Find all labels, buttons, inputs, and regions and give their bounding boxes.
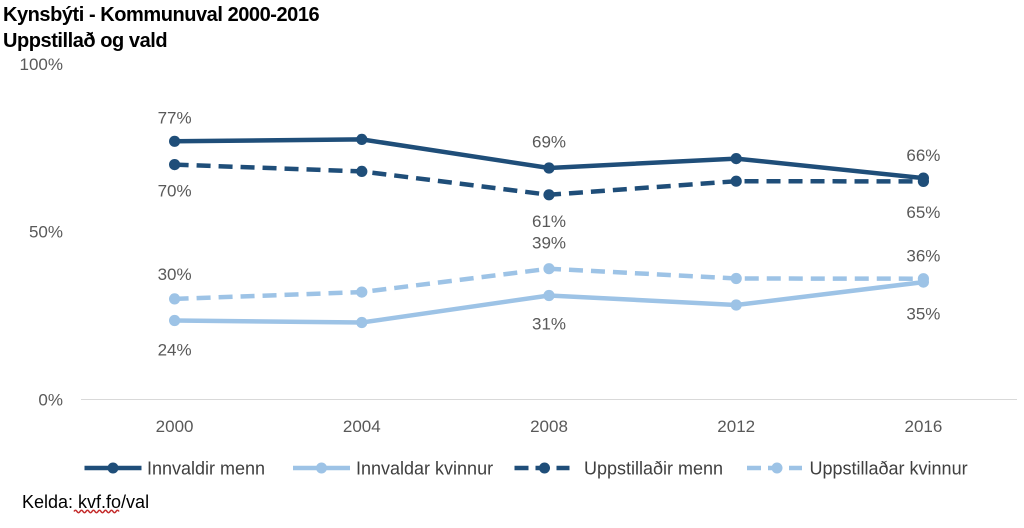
- svg-text:69%: 69%: [532, 133, 566, 152]
- svg-text:61%: 61%: [532, 212, 566, 231]
- svg-text:2016: 2016: [904, 417, 942, 436]
- svg-text:2004: 2004: [343, 417, 381, 436]
- svg-text:77%: 77%: [158, 109, 192, 128]
- svg-text:24%: 24%: [158, 341, 192, 360]
- svg-text:2000: 2000: [156, 417, 194, 436]
- svg-text:36%: 36%: [906, 247, 940, 266]
- svg-text:39%: 39%: [532, 234, 566, 253]
- svg-text:Innvaldir menn: Innvaldir menn: [147, 459, 265, 479]
- svg-text:65%: 65%: [906, 203, 940, 222]
- svg-text:2008: 2008: [530, 417, 568, 436]
- svg-text:Kelda: kvf.fo/val: Kelda: kvf.fo/val: [22, 492, 149, 512]
- svg-text:66%: 66%: [906, 146, 940, 165]
- svg-text:70%: 70%: [158, 182, 192, 201]
- svg-text:31%: 31%: [532, 315, 566, 334]
- svg-text:Uppstillað og vald: Uppstillað og vald: [3, 30, 167, 52]
- svg-text:50%: 50%: [29, 223, 63, 242]
- svg-text:2012: 2012: [717, 417, 755, 436]
- svg-text:Uppstillaðir menn: Uppstillaðir menn: [584, 459, 723, 479]
- svg-text:Kynsbýti - Kommunuval 2000-201: Kynsbýti - Kommunuval 2000-2016: [3, 4, 319, 26]
- svg-text:Innvaldar kvinnur: Innvaldar kvinnur: [356, 459, 493, 479]
- svg-text:35%: 35%: [906, 305, 940, 324]
- svg-text:0%: 0%: [38, 391, 63, 410]
- svg-text:Uppstillaðar kvinnur: Uppstillaðar kvinnur: [810, 459, 968, 479]
- svg-text:100%: 100%: [20, 55, 63, 74]
- svg-text:30%: 30%: [158, 265, 192, 284]
